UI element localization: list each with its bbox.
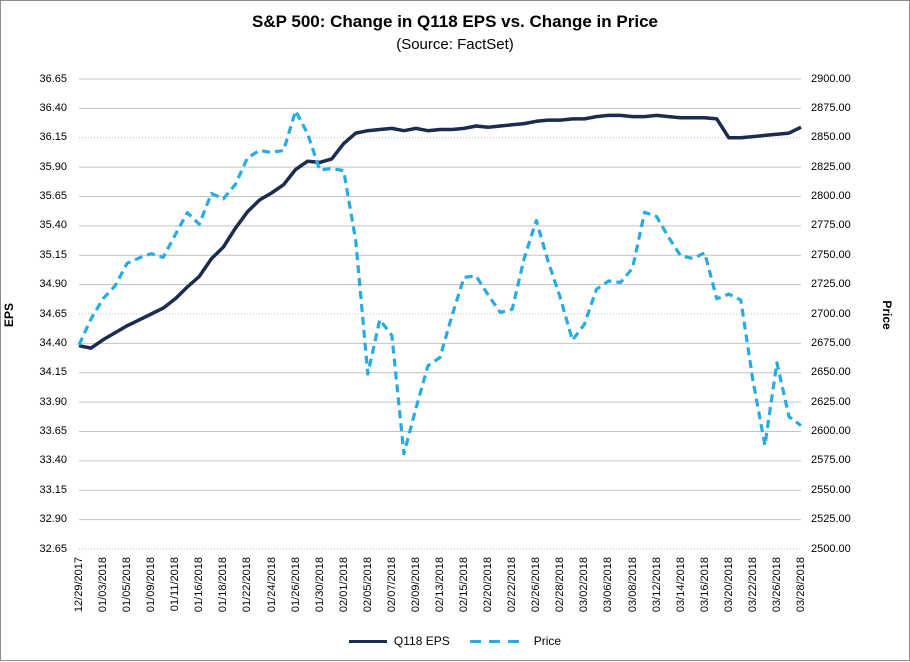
right-axis-tick: 2650.00 [811, 366, 851, 379]
chart-title: S&P 500: Change in Q118 EPS vs. Change i… [252, 12, 658, 31]
left-axis-tick: 36.40 [39, 101, 67, 114]
x-axis-tick: 12/29/2017 [73, 557, 85, 613]
x-axis-tick: 03/14/2018 [674, 557, 687, 613]
left-axis-tick: 36.15 [39, 131, 67, 144]
x-axis-tick: 01/09/2018 [145, 557, 158, 613]
right-axis-title: Price [880, 300, 894, 330]
left-axis-tick: 32.65 [39, 542, 67, 555]
right-axis-tick: 2600.00 [811, 425, 851, 437]
left-axis-tick: 34.15 [39, 366, 67, 379]
left-axis-tick: 34.40 [39, 336, 67, 349]
dashed-line-sample [469, 639, 527, 643]
x-axis-tick: 02/05/2018 [361, 557, 374, 613]
left-axis-tick: 33.15 [39, 483, 67, 496]
right-axis-tick: 2500.00 [811, 542, 851, 555]
x-axis-tick: 02/22/2018 [506, 557, 519, 613]
left-axis-tick: 35.15 [39, 248, 67, 261]
right-axis-tick: 2550.00 [811, 483, 851, 496]
right-axis-tick: 2575.00 [811, 454, 851, 467]
left-axis-tick: 34.90 [39, 278, 67, 291]
left-axis-tick: 32.90 [39, 513, 67, 526]
x-axis-tick: 01/24/2018 [265, 557, 278, 613]
x-axis-tick: 01/26/2018 [289, 557, 302, 613]
right-axis-tick: 2675.00 [811, 336, 851, 349]
x-axis-tick: 03/22/2018 [746, 557, 759, 613]
left-axis-tick: 35.65 [39, 190, 67, 202]
right-axis-tick: 2525.00 [811, 513, 851, 526]
legend-item: Price [469, 634, 562, 648]
right-axis-tick: 2900.00 [811, 72, 851, 85]
right-axis-tick: 2700.00 [811, 307, 851, 320]
x-axis-tick: 02/09/2018 [409, 557, 422, 613]
right-axis-tick: 2725.00 [811, 278, 851, 291]
eps-line [78, 113, 802, 350]
x-axis-tick: 02/07/2018 [385, 557, 398, 613]
x-axis-tick: 01/03/2018 [97, 557, 110, 613]
right-axis-tick: 2750.00 [811, 248, 851, 261]
right-axis-tick: 2800.00 [811, 190, 851, 202]
x-axis-tick: 03/28/2018 [795, 557, 807, 613]
x-axis-tick: 03/20/2018 [722, 557, 735, 613]
legend-label: Q118 EPS [393, 634, 450, 648]
x-axis-tick: 02/01/2018 [337, 557, 350, 613]
x-axis-tick: 01/11/2018 [169, 557, 182, 612]
x-axis-tick: 02/28/2018 [554, 557, 567, 613]
x-axis-tick: 01/30/2018 [313, 557, 326, 613]
x-axis-tick: 01/18/2018 [217, 557, 230, 613]
right-axis-tick: 2825.00 [811, 160, 851, 173]
right-axis-tick: 2625.00 [811, 395, 851, 408]
left-axis-tick: 35.40 [39, 219, 67, 232]
x-axis-tick: 03/06/2018 [602, 557, 615, 613]
right-axis-tick: 2875.00 [811, 101, 851, 114]
x-axis-tick: 03/08/2018 [626, 557, 639, 613]
x-axis-tick: 01/05/2018 [121, 557, 134, 613]
x-axis-tick: 03/02/2018 [578, 557, 591, 613]
x-axis-tick: 01/22/2018 [241, 557, 254, 613]
solid-line-sample [348, 639, 387, 643]
left-axis-tick: 33.90 [39, 395, 67, 408]
legend-label: Price [533, 634, 562, 648]
x-axis-tick: 02/26/2018 [530, 557, 543, 613]
right-axis-tick: 2850.00 [811, 131, 851, 144]
x-axis-tick: 02/20/2018 [482, 557, 495, 613]
legend: Q118 EPS Price [1, 634, 909, 648]
x-axis-tick: 01/16/2018 [193, 557, 206, 613]
left-axis-tick: 33.40 [39, 454, 67, 467]
x-axis-tick: 02/13/2018 [434, 557, 446, 613]
left-axis-tick: 35.90 [39, 160, 67, 173]
x-axis-tick: 03/16/2018 [698, 557, 711, 613]
gridlines [79, 78, 801, 550]
left-axis-tick: 36.65 [39, 72, 67, 85]
x-axis-tick: 02/15/2018 [458, 557, 471, 613]
left-axis-tick: 34.65 [39, 307, 67, 320]
x-axis-tick: 03/12/2018 [650, 557, 663, 613]
price-line [77, 109, 802, 456]
chart-subtitle: (Source: FactSet) [396, 36, 514, 53]
x-axis-tick: 03/26/2018 [770, 557, 783, 613]
left-axis-tick: 33.65 [39, 425, 67, 437]
legend-item: Q118 EPS [348, 634, 450, 648]
right-axis-tick: 2775.00 [811, 219, 851, 232]
